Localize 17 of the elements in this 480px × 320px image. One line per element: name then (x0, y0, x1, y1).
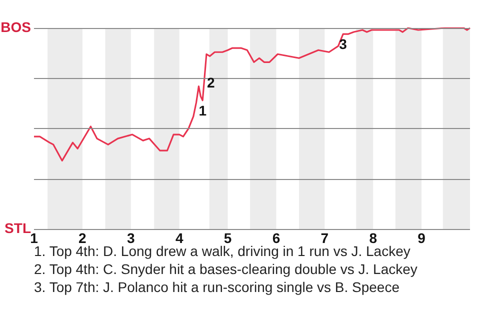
text: 1. Top 4th: D. Long drew a walk, driving in 1 run vs J. Lackey (34, 243, 410, 259)
x-tick-label: 7 (320, 230, 329, 246)
x-tick-label: 3 (126, 230, 135, 246)
x-tick-label: 9 (418, 230, 426, 246)
text: 2. Top 4th: C. Snyder hit a bases-clearing double vs J. Lackey (34, 261, 418, 277)
x-tick-label: 1 (30, 230, 38, 246)
annotation: 1 (198, 102, 207, 118)
annotation: 2 (207, 74, 216, 90)
x-tick-label: 8 (369, 230, 378, 246)
x-tick-label: 5 (224, 230, 232, 246)
x-tick-label: 2 (78, 230, 87, 246)
annotation: 3 (339, 36, 348, 52)
text: 3. Top 7th: J. Polanco hit a run-scoring single vs B. Speece (34, 279, 400, 295)
text: STL (4, 220, 32, 236)
x-tick-label: 4 (175, 230, 184, 246)
x-tick-label: 6 (272, 230, 280, 246)
text: BOS (0, 19, 32, 35)
